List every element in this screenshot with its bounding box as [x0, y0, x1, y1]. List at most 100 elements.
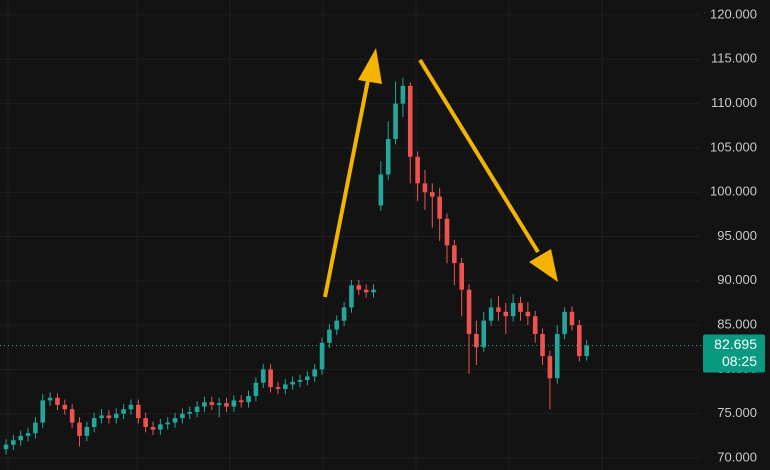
candle-body [106, 415, 112, 419]
candle-body [393, 103, 398, 140]
candle-body [187, 411, 193, 414]
candle-body [496, 307, 501, 312]
candle-body [224, 403, 229, 407]
candle-body [77, 422, 82, 436]
candle-body [422, 183, 428, 193]
candle-body [407, 85, 413, 157]
candle-body [577, 325, 582, 357]
candle-body [297, 380, 303, 382]
candle-body [540, 333, 545, 357]
candle-body [459, 263, 464, 290]
candle-body [385, 139, 391, 175]
candle-body [510, 302, 516, 317]
candle-body [209, 402, 215, 405]
countdown-label: 08:25 [722, 353, 757, 369]
candle-body [283, 384, 288, 389]
candle-body [150, 426, 156, 430]
candle-body [466, 289, 472, 334]
candle-body [349, 285, 354, 308]
y-tick-label: 75.000 [717, 405, 757, 420]
candle-body [305, 376, 310, 381]
y-tick-label: 120.000 [710, 6, 757, 21]
candle-body [113, 413, 119, 419]
candle-body [444, 218, 450, 246]
candle-body [268, 369, 273, 388]
candle-body [275, 387, 281, 389]
annotation-arrows [323, 48, 558, 298]
candle-body [40, 400, 46, 423]
candle-body [143, 418, 148, 427]
candle-body [11, 440, 16, 445]
y-tick-label: 100.000 [710, 184, 757, 199]
candle-body [253, 382, 259, 396]
candle-body [194, 406, 200, 412]
y-tick-label: 115.000 [711, 51, 757, 66]
y-tick-label: 105.000 [710, 139, 757, 154]
candle-body [452, 245, 457, 264]
candle-body [260, 369, 266, 383]
y-tick-label: 70.000 [717, 449, 757, 464]
vertical-grid [7, 0, 603, 470]
candle-body [562, 311, 567, 334]
candle-body [3, 444, 9, 450]
candle-body [554, 333, 560, 379]
candle-body [33, 422, 38, 434]
candle-body [481, 320, 487, 348]
arrow-down-shaft [418, 58, 540, 254]
candle-body [532, 316, 538, 334]
candle-body [231, 400, 237, 407]
candle-body [99, 415, 104, 419]
candle-body [363, 289, 369, 293]
candle-body [400, 85, 406, 104]
candle-body [47, 397, 53, 401]
last-price-box [703, 334, 765, 373]
y-tick-label: 90.000 [717, 272, 757, 287]
candle-body [290, 381, 295, 385]
y-tick-label: 95.000 [717, 228, 757, 243]
candle-body [312, 369, 317, 377]
candle-body [180, 413, 185, 419]
candle-body [378, 174, 384, 206]
candle-body [341, 307, 347, 321]
candle-body [334, 320, 340, 330]
candle-body [128, 404, 134, 410]
candle-body [503, 311, 509, 317]
candle-body [62, 404, 68, 410]
candle-body [25, 433, 31, 436]
candle-body [84, 426, 90, 436]
candle-body [121, 409, 126, 414]
arrow-down-head [529, 249, 558, 282]
candle-body [518, 302, 523, 312]
last-price-label: 82.695 [714, 336, 757, 352]
candle-body [547, 356, 553, 379]
candle-body [525, 311, 531, 317]
candle-body [202, 402, 207, 407]
candle-body [569, 311, 575, 326]
candle-body [584, 345, 589, 357]
candle-body [371, 289, 376, 293]
candle-body [216, 403, 222, 405]
candle-body [18, 435, 23, 441]
candle-body [356, 285, 362, 290]
candle-body [136, 404, 141, 419]
candle-body [415, 156, 420, 184]
candle-body [55, 397, 60, 405]
candle-body [91, 418, 97, 427]
candle-body [319, 342, 325, 370]
candle-body [69, 409, 75, 423]
y-tick-label: 110.000 [711, 95, 757, 110]
candle-body [165, 422, 170, 425]
candle-body [172, 418, 178, 423]
y-tick-label: 85.000 [717, 317, 757, 332]
candle-body [246, 395, 251, 403]
candle-body [437, 196, 442, 219]
candle-body [158, 424, 163, 430]
candle-body [238, 400, 244, 403]
candle-body [430, 192, 435, 197]
candle-body [474, 333, 479, 348]
arrow-up-head [358, 48, 382, 84]
candle-body [327, 329, 332, 343]
arrow-up-shaft [323, 79, 370, 298]
